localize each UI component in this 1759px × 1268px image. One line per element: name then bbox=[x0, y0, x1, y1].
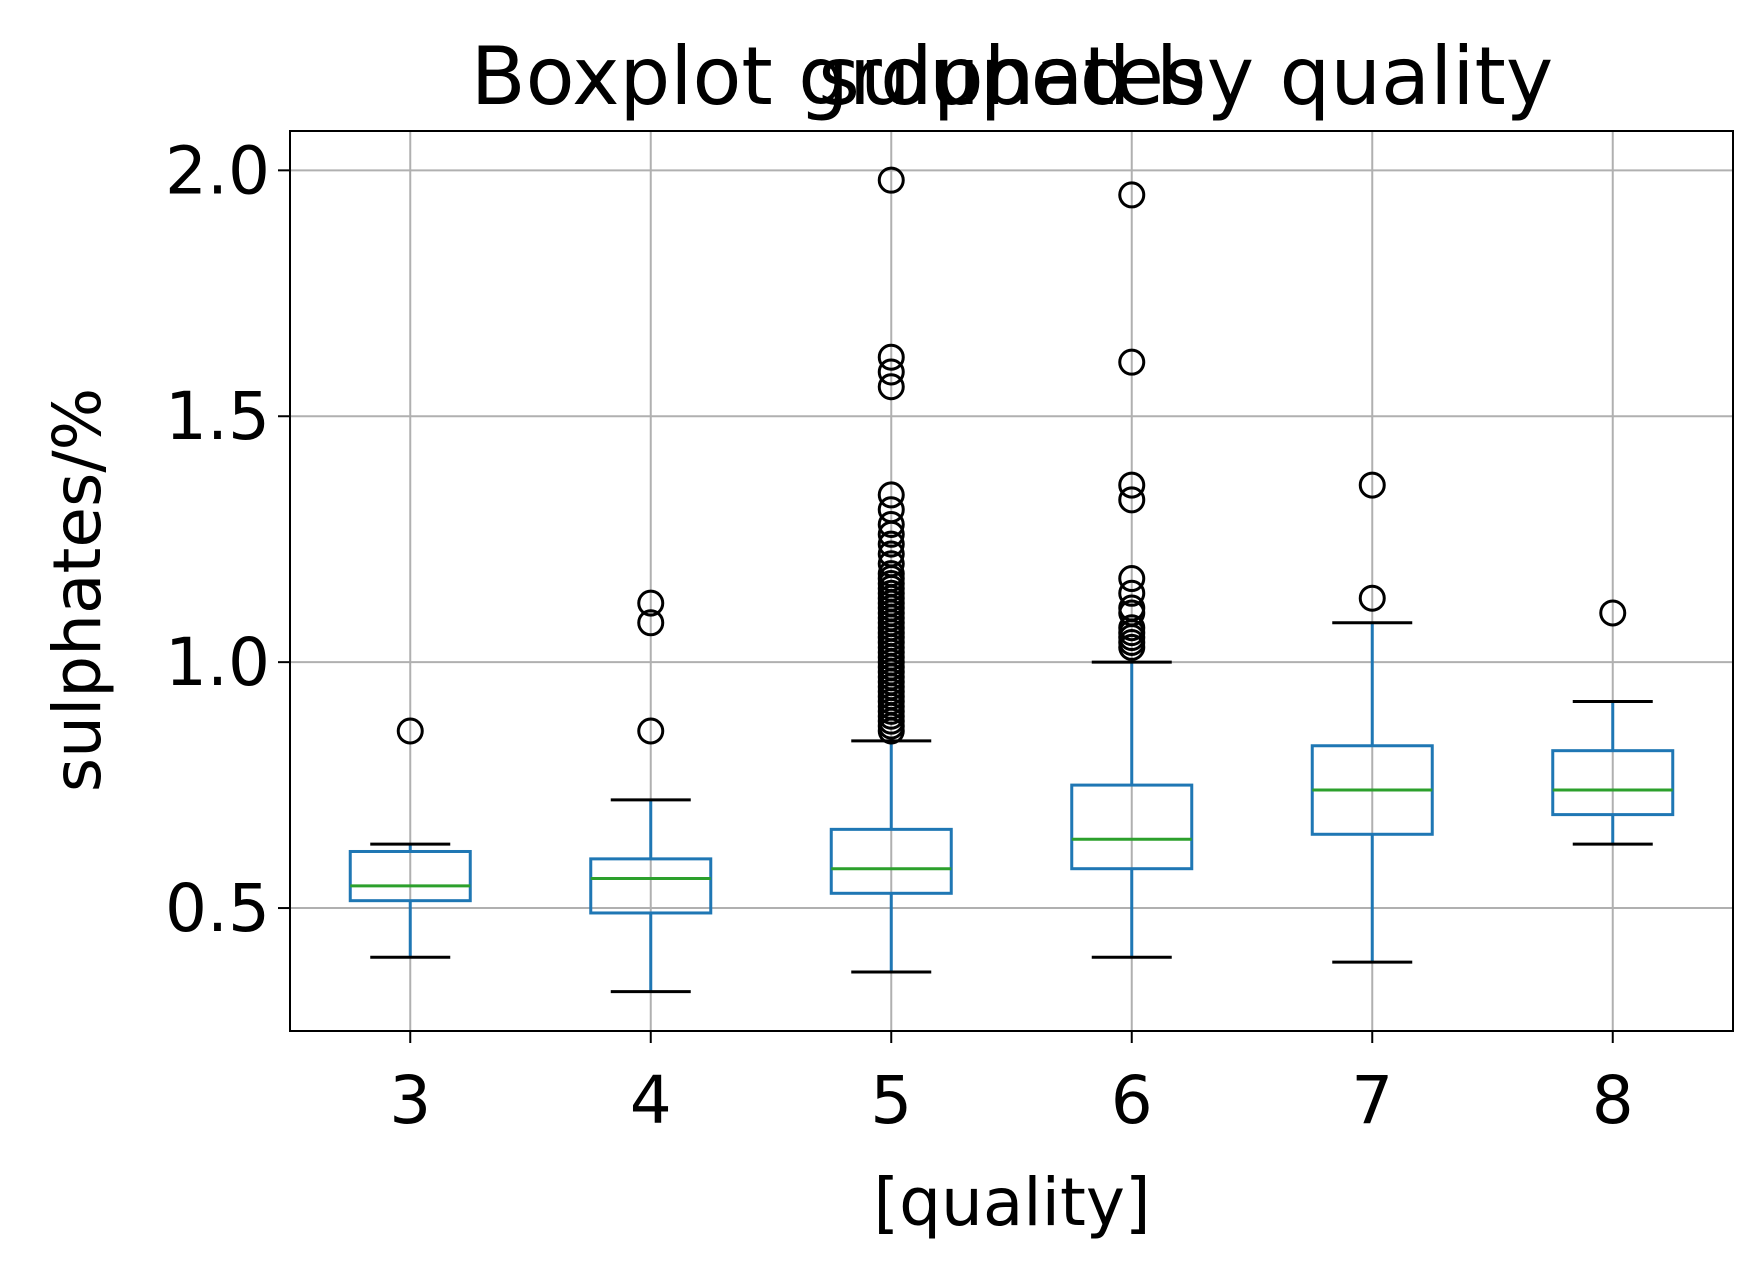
x-axis-label: [quality] bbox=[873, 1164, 1150, 1241]
y-tick-label: 0.5 bbox=[165, 870, 270, 947]
outlier-point bbox=[396, 717, 424, 745]
outlier-point bbox=[1358, 584, 1386, 612]
outlier-point bbox=[877, 373, 905, 401]
iqr-box bbox=[348, 849, 472, 903]
outlier-point bbox=[877, 481, 905, 509]
grid-layer bbox=[290, 131, 1733, 1031]
outlier-point bbox=[1118, 565, 1146, 593]
outlier-point bbox=[877, 343, 905, 371]
outlier-point bbox=[637, 717, 665, 745]
outlier-point bbox=[877, 510, 905, 538]
iqr-box bbox=[829, 827, 953, 895]
outlier-point bbox=[637, 589, 665, 617]
box-group-quality-6 bbox=[1070, 181, 1194, 959]
outlier-point bbox=[877, 496, 905, 524]
x-tick-label: 6 bbox=[1111, 1062, 1153, 1139]
y-tick-label: 1.0 bbox=[165, 624, 270, 701]
outlier-point bbox=[877, 530, 905, 558]
iqr-box bbox=[1551, 749, 1675, 817]
box-layer bbox=[348, 166, 1675, 994]
outlier-point bbox=[1118, 594, 1146, 622]
x-tick-label: 7 bbox=[1351, 1062, 1393, 1139]
outlier-point bbox=[877, 540, 905, 568]
outlier-point bbox=[877, 550, 905, 578]
outlier-point bbox=[1118, 348, 1146, 376]
outlier-point bbox=[877, 166, 905, 194]
x-tick-label: 8 bbox=[1592, 1062, 1634, 1139]
box-group-quality-8 bbox=[1551, 599, 1675, 846]
box-group-quality-7 bbox=[1310, 471, 1434, 964]
outlier-point bbox=[877, 358, 905, 386]
x-tick-label: 3 bbox=[389, 1062, 431, 1139]
box-group-quality-5 bbox=[829, 166, 953, 974]
chart-suptitle: Boxplot grouped by quality bbox=[471, 30, 1553, 123]
box-group-quality-3 bbox=[348, 717, 472, 959]
outlier-point bbox=[1599, 599, 1627, 627]
outlier-point bbox=[1118, 181, 1146, 209]
outlier-point bbox=[1118, 579, 1146, 607]
plot-frame bbox=[289, 130, 1734, 1032]
outlier-point bbox=[637, 609, 665, 637]
y-tick-label: 2.0 bbox=[165, 132, 270, 209]
iqr-box bbox=[589, 857, 713, 915]
y-tick-label: 1.5 bbox=[165, 378, 270, 455]
outlier-point bbox=[1118, 471, 1146, 499]
iqr-box bbox=[1070, 783, 1194, 871]
tick-layer: 0.5 1.0 1.5 2.0 3 4 5 6 7 8 bbox=[165, 132, 1634, 1139]
x-tick-label: 4 bbox=[630, 1062, 672, 1139]
chart-title: sulphates bbox=[818, 30, 1205, 123]
x-tick-label: 5 bbox=[870, 1062, 912, 1139]
box-group-quality-4 bbox=[589, 589, 713, 994]
outlier-point bbox=[1358, 471, 1386, 499]
outlier-point bbox=[1118, 614, 1146, 642]
y-axis-label: sulphates/% bbox=[39, 388, 116, 793]
outlier-point bbox=[877, 560, 905, 588]
outlier-point bbox=[1118, 486, 1146, 514]
